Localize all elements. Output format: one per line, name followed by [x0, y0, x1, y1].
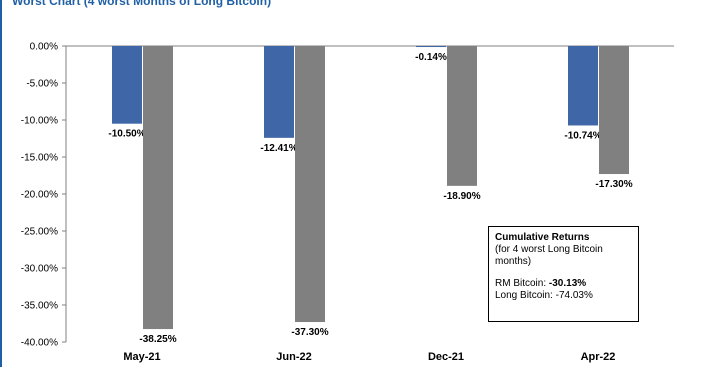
bar-series-1	[568, 46, 598, 126]
bar-series-2	[447, 46, 477, 186]
data-label: -38.25%	[139, 334, 176, 345]
y-tick-label: -40.00%	[21, 338, 58, 349]
y-tick-label: -30.00%	[21, 264, 58, 275]
rm-bitcoin-row: RM Bitcoin: -30.13%	[495, 278, 632, 290]
x-category-label: Apr-22	[581, 351, 616, 363]
y-tick-label: -35.00%	[21, 301, 58, 312]
rm-bitcoin-label: RM Bitcoin:	[495, 278, 547, 289]
rm-bitcoin-value: -30.13%	[548, 278, 587, 289]
stats-subheading: (for 4 worst Long Bitcoin months)	[495, 244, 603, 267]
y-tick-label: -25.00%	[21, 227, 58, 238]
y-tick-label: -15.00%	[21, 153, 58, 164]
cumulative-returns-box: Cumulative Returns (for 4 worst Long Bit…	[488, 226, 639, 322]
long-bitcoin-label: Long Bitcoin:	[495, 290, 553, 301]
x-category-label: Jun-22	[276, 351, 311, 363]
x-category-label: Dec-21	[428, 351, 464, 363]
data-label: -37.30%	[291, 327, 328, 338]
bar-series-1	[264, 46, 294, 138]
x-category-label: May-21	[123, 351, 160, 363]
long-bitcoin-row: Long Bitcoin: -74.03%	[495, 290, 632, 302]
data-label: -10.74%	[564, 130, 601, 141]
y-tick-label: 0.00%	[30, 42, 58, 53]
data-label: -0.14%	[415, 52, 447, 63]
long-bitcoin-value: -74.03%	[555, 290, 593, 301]
y-tick-label: -5.00%	[26, 79, 58, 90]
chart-title: Worst Chart (4 worst Months of Long Bitc…	[12, 0, 272, 8]
data-label: -12.41%	[260, 143, 297, 154]
y-tick-label: -10.00%	[21, 116, 58, 127]
bar-series-2	[295, 46, 325, 323]
y-tick-label: -20.00%	[21, 190, 58, 201]
data-label: -10.50%	[108, 129, 145, 140]
data-label: -17.30%	[595, 179, 632, 190]
bar-series-2	[143, 46, 173, 330]
data-label: -18.90%	[443, 191, 480, 202]
bar-series-1	[112, 46, 142, 124]
bar-series-1	[416, 46, 446, 48]
stats-heading: Cumulative Returns	[495, 232, 590, 243]
bar-series-2	[599, 46, 629, 175]
